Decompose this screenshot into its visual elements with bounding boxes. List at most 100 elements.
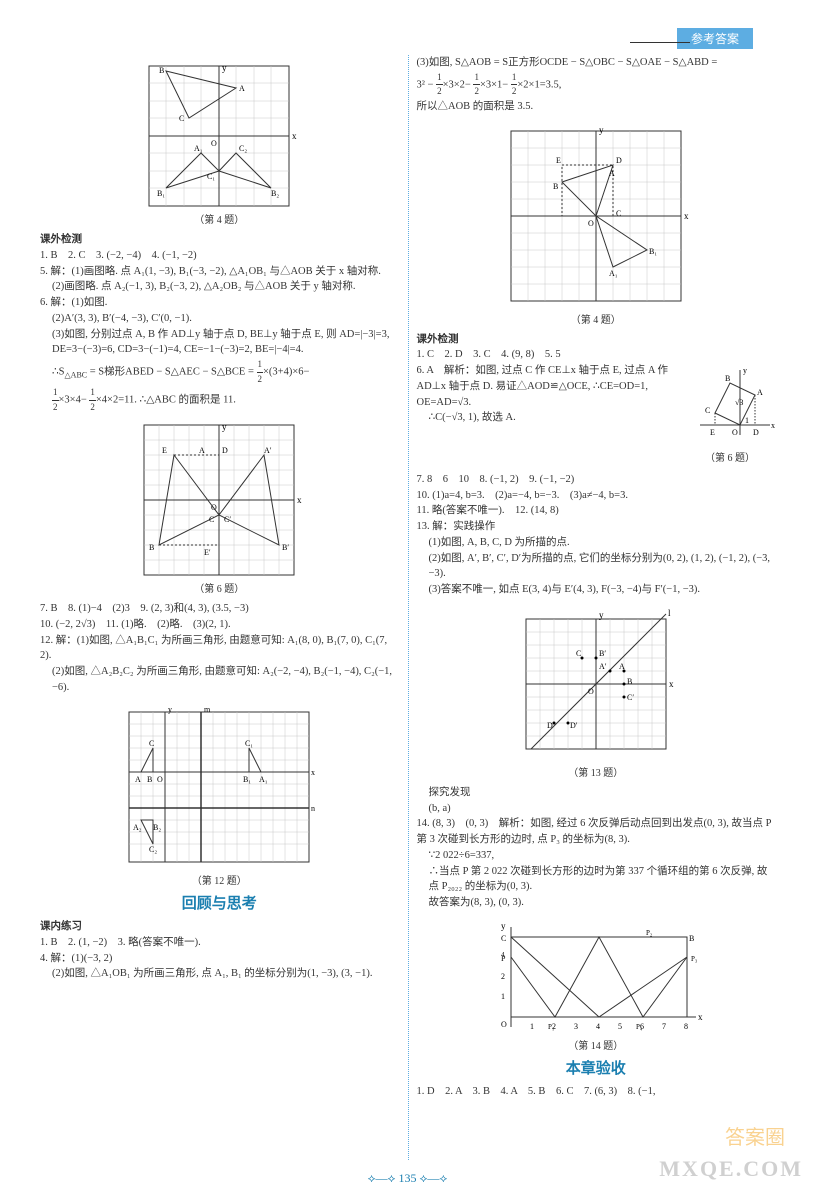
svg-text:B: B: [553, 182, 558, 191]
fig4r-caption: （第 4 题）: [417, 313, 776, 328]
svg-text:3: 3: [574, 1022, 578, 1031]
svg-text:m: m: [204, 705, 211, 714]
right-column: (3)如图, S△AOB = S正方形OCDE − S△OBC − S△OAE …: [417, 55, 776, 1160]
svg-text:C: C: [705, 406, 710, 415]
r-top3f: 所以△AOB 的面积是 3.5.: [417, 99, 776, 115]
figure-6-right-wrap: xyO CAB √31 ED （第 6 题）: [685, 365, 775, 470]
svg-text:C₂: C₂: [239, 144, 247, 153]
svg-text:n: n: [311, 804, 315, 813]
section-kewai: 课外检测: [40, 232, 399, 248]
svg-text:E: E: [556, 156, 561, 165]
svg-text:y: y: [743, 366, 747, 375]
ans-7-9: 7. B 8. (1)−4 (2)3 9. (2, 3)和(4, 3), (3.…: [40, 601, 399, 617]
ans-12: 12. 解：(1)如图, △A₁B₁C₁ 为所画三角形, 由题意可知: A₁(8…: [40, 633, 399, 665]
svg-text:x: x: [311, 768, 315, 777]
svg-text:D: D: [547, 721, 553, 730]
svg-text:B: B: [149, 543, 154, 552]
svg-text:4: 4: [596, 1022, 600, 1031]
svg-text:C′: C′: [224, 515, 231, 524]
svg-text:A₁: A₁: [194, 144, 203, 153]
svg-text:B₂: B₂: [153, 823, 161, 832]
svg-text:C: C: [576, 649, 581, 658]
content: x y O B A C B₁ A₁ C₁ C₂ B₂ （第 4 题） 课外检测 1. B 2.…: [40, 55, 775, 1160]
svg-text:y: y: [501, 921, 506, 931]
svg-text:2: 2: [501, 972, 505, 981]
chapter-heading: 本章验收: [417, 1058, 776, 1081]
r-14b: ∵2 022÷6=337,: [417, 848, 776, 864]
svg-text:4: 4: [501, 951, 505, 959]
r-top3: (3)如图, S△AOB = S正方形OCDE − S△OBC − S△OAE …: [417, 55, 776, 71]
svg-text:A₂: A₂: [133, 823, 142, 832]
r-kewai-hd: 课外检测: [417, 332, 776, 348]
ans-10-11: 10. (−2, 2√3) 11. (1)略. (2)略. (3)(2, 1).: [40, 617, 399, 633]
svg-text:D′: D′: [570, 721, 578, 730]
svg-text:1: 1: [501, 992, 505, 1001]
svg-text:E: E: [162, 446, 167, 455]
svg-text:1: 1: [530, 1022, 534, 1031]
figure-13: lxyO CA′ABC′ DD′B′: [511, 604, 681, 764]
svg-text:P₃: P₃: [691, 955, 698, 963]
page-label-line: [630, 42, 690, 43]
svg-text:B₁: B₁: [157, 189, 165, 198]
svg-text:B: B: [689, 934, 694, 943]
svg-text:B: B: [159, 66, 164, 75]
svg-text:O: O: [588, 687, 594, 696]
svg-text:B: B: [147, 775, 152, 784]
r-13-2: (2)如图, A′, B′, C′, D′为所描的点, 它们的坐标分别为(0, …: [417, 551, 776, 583]
svg-text:O: O: [732, 428, 738, 437]
svg-text:E′: E′: [204, 548, 211, 557]
figure-4-right: xyO EDABC A₁B₁: [501, 121, 691, 311]
ans-1-4: 1. B 2. C 3. (−2, −4) 4. (−1, −2): [40, 248, 399, 264]
svg-text:A: A: [199, 446, 205, 455]
svg-text:C₁: C₁: [245, 739, 253, 748]
svg-text:y: y: [599, 610, 604, 620]
kn-4b: (2)如图, △A₁OB₁ 为所画三角形, 点 A₁, B₁ 的坐标分别为(1,…: [40, 966, 399, 982]
ans-6c: (3)如图, 分别过点 A, B 作 AD⊥y 轴于点 D, BE⊥y 轴于点 …: [40, 327, 399, 359]
ans-6d2: 12×3×4− 12×4×2=11. ∴△ABC 的面积是 11.: [40, 386, 399, 414]
fig12-caption: （第 12 题）: [40, 874, 399, 889]
svg-text:E: E: [710, 428, 715, 437]
ans-6d: ∴S△ABC = S梯形ABED − S△AEC − S△BCE = 12×(3…: [40, 358, 399, 386]
svg-text:A′: A′: [264, 446, 272, 455]
kn-4: 4. 解：(1)(−3, 2): [40, 951, 399, 967]
svg-text:y: y: [599, 125, 604, 135]
r-13-3: (3)答案不唯一, 如点 E(3, 4)与 E′(4, 3), F(−3, −4…: [417, 582, 776, 598]
svg-text:y: y: [222, 422, 227, 432]
svg-text:O: O: [211, 139, 217, 148]
svg-text:A₁: A₁: [609, 269, 618, 278]
svg-text:x: x: [297, 495, 302, 505]
ans-12b: (2)如图, △A₂B₂C₂ 为所画三角形, 由题意可知: A₂(−2, −4)…: [40, 664, 399, 696]
svg-text:D: D: [753, 428, 759, 437]
r-13-1: (1)如图, A, B, C, D 为所描的点.: [417, 535, 776, 551]
fig14-caption: （第 14 题）: [417, 1039, 776, 1054]
kenei-hd: 课内练习: [40, 919, 399, 935]
svg-text:C′: C′: [627, 693, 634, 702]
svg-text:√3: √3: [735, 398, 743, 407]
svg-text:D: D: [616, 156, 622, 165]
left-column: x y O B A C B₁ A₁ C₁ C₂ B₂ （第 4 题） 课外检测 1. B 2.…: [40, 55, 399, 1160]
corner-logo: 答案圈: [725, 1121, 785, 1150]
svg-text:y: y: [168, 705, 172, 714]
svg-text:P₄: P₄: [636, 1023, 643, 1031]
svg-text:B′: B′: [282, 543, 289, 552]
svg-text:B₁: B₁: [649, 247, 657, 256]
fig6r-caption: （第 6 题）: [685, 451, 775, 466]
svg-text:B₂: B₂: [271, 189, 279, 198]
svg-text:C₂: C₂: [149, 845, 157, 854]
svg-text:C₁: C₁: [207, 172, 215, 181]
svg-text:C: C: [501, 934, 506, 943]
ch-1-8: 1. D 2. A 3. B 4. A 5. B 6. C 7. (6, 3) …: [417, 1084, 776, 1100]
explore-hd: 探究发现: [417, 785, 776, 801]
svg-text:C: C: [209, 515, 214, 524]
svg-text:8: 8: [684, 1022, 688, 1031]
explore-line: (b, a): [417, 801, 776, 817]
figure-4-left: xyO BAC B₁A₁C₁ C₂B₂: [139, 61, 299, 211]
svg-text:C: C: [179, 114, 184, 123]
fig4-caption: （第 4 题）: [40, 213, 399, 228]
r-11-12: 11. 略(答案不唯一). 12. (14, 8): [417, 503, 776, 519]
r-7-9: 7. 8 6 10 8. (−1, 2) 9. (−1, −2): [417, 472, 776, 488]
figure-14: xyO CB P21 12345678 P₁P₄ P₂P₃4: [486, 917, 706, 1037]
figure-6-left: xyO EADA′ CC′ BE′B′: [134, 420, 304, 580]
svg-text:C: C: [149, 739, 154, 748]
svg-text:P₁: P₁: [548, 1023, 554, 1031]
